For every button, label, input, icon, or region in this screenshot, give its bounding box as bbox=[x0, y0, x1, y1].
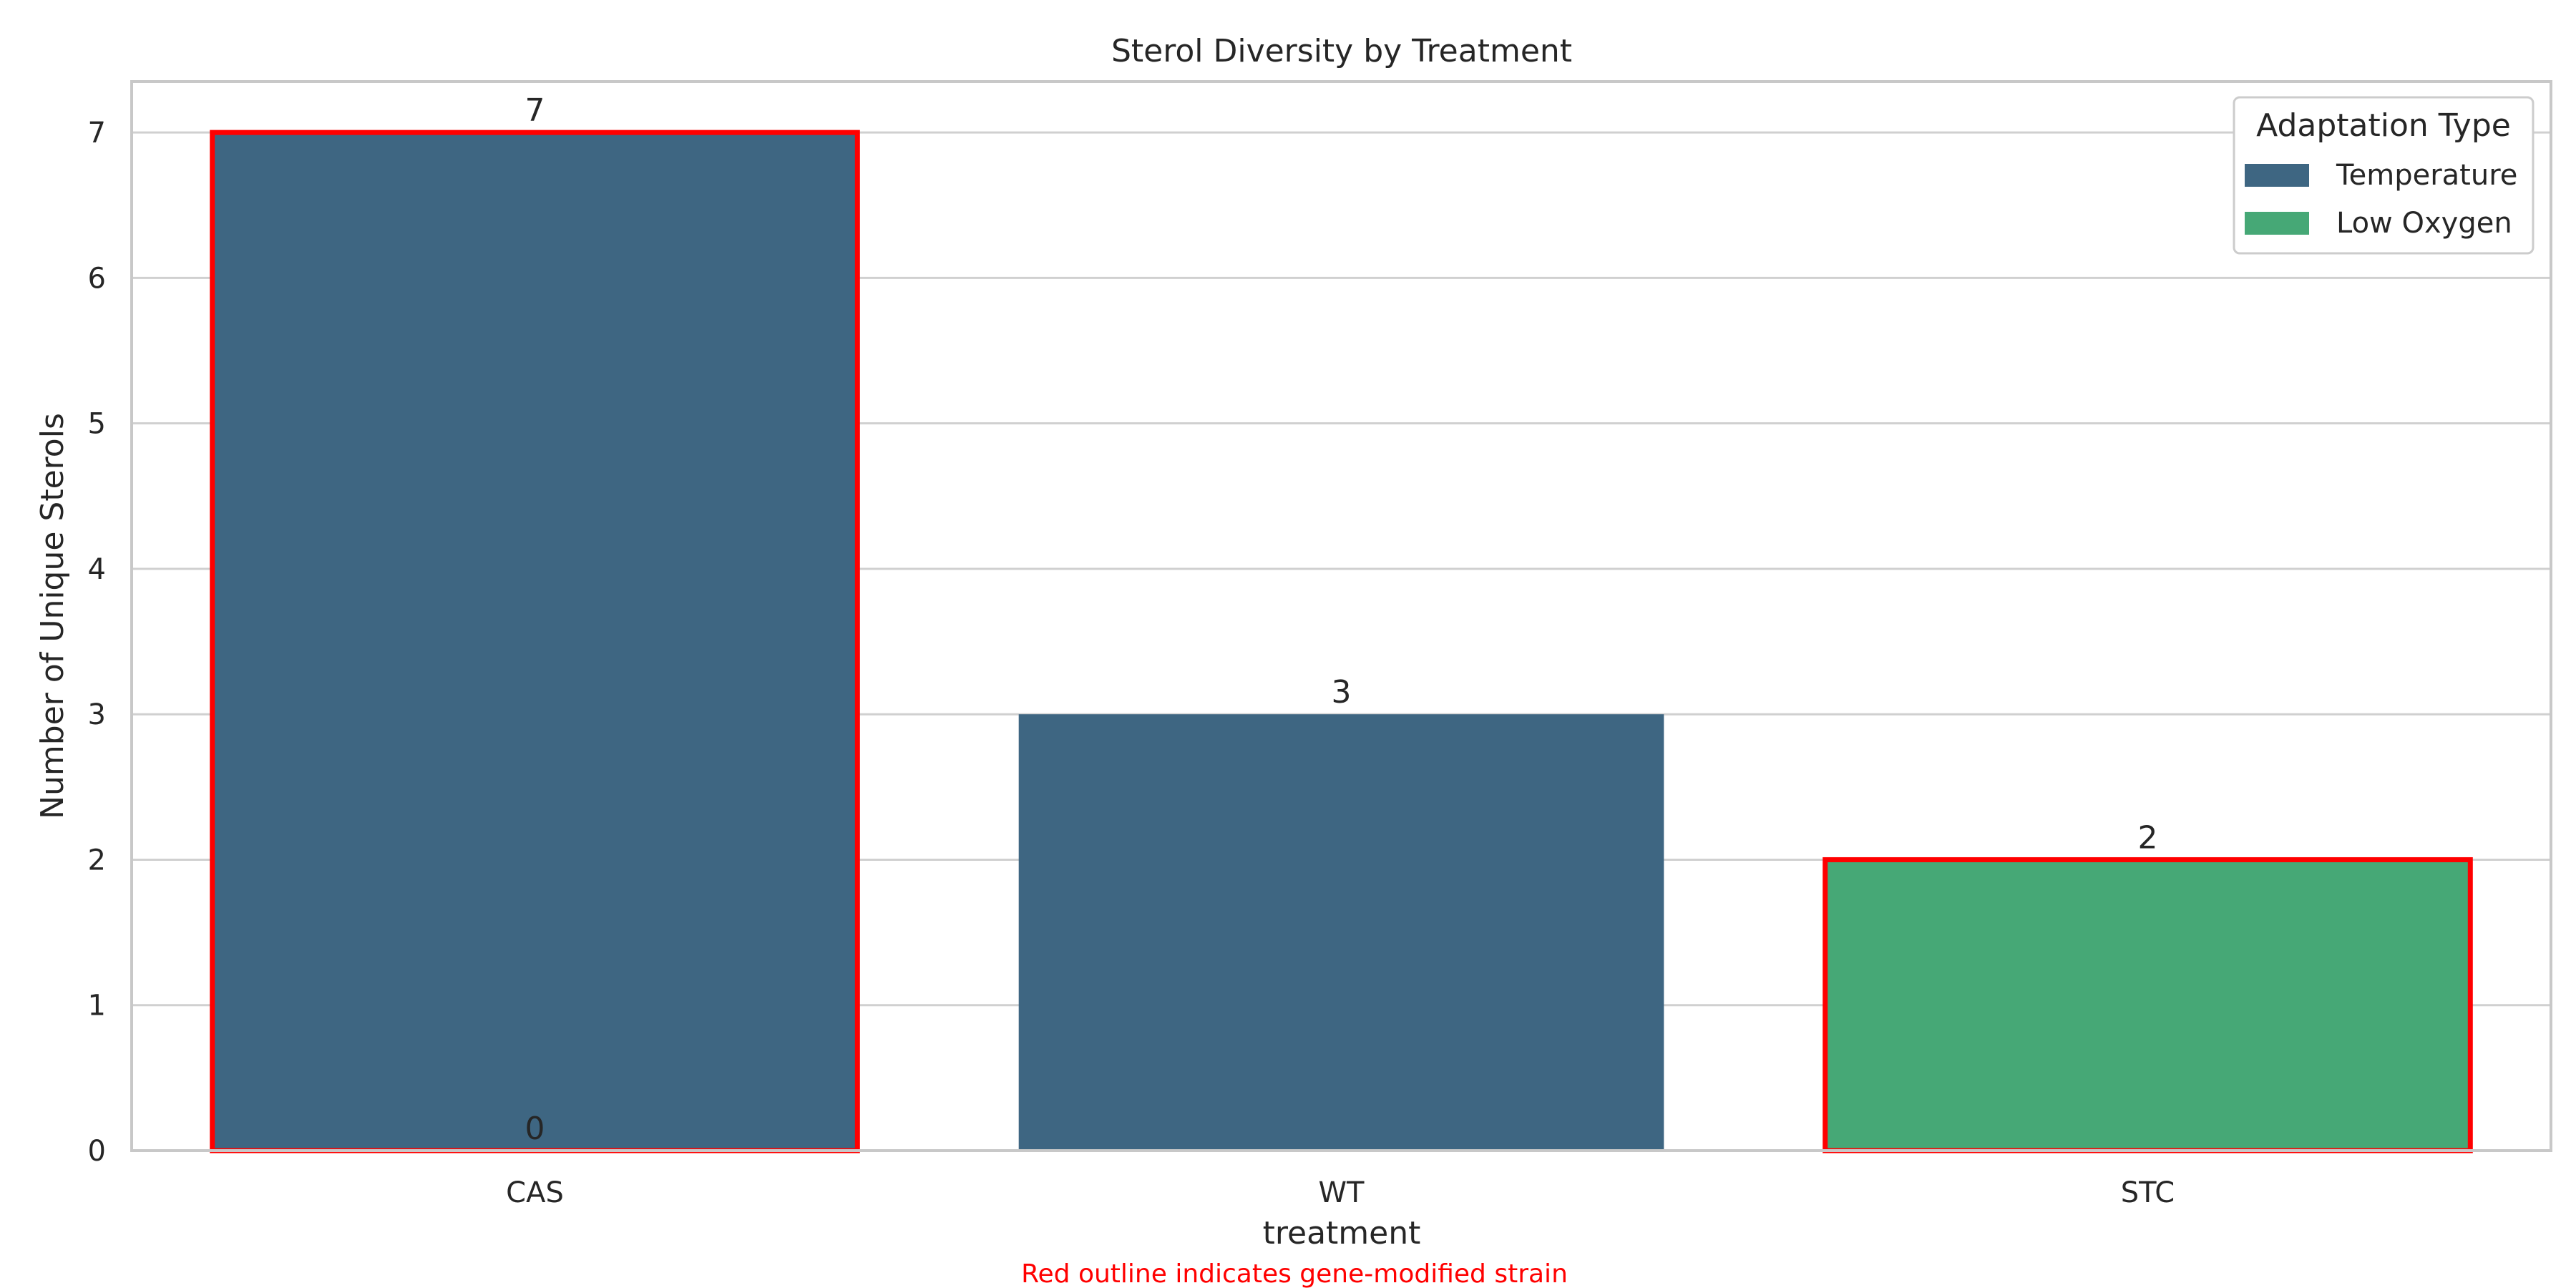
legend-label-temperature: Temperature bbox=[2336, 159, 2517, 192]
footnote: Red outline indicates gene-modified stra… bbox=[1021, 1259, 1568, 1288]
y-tick-label: 5 bbox=[88, 408, 106, 441]
x-tick-label-stc: STC bbox=[2121, 1176, 2175, 1209]
y-axis-label: Number of Unique Sterols bbox=[34, 413, 71, 819]
y-tick-label: 2 bbox=[88, 844, 106, 877]
y-tick-label: 3 bbox=[88, 698, 106, 731]
y-tick-label: 0 bbox=[88, 1135, 106, 1168]
x-tick-label-cas: CAS bbox=[506, 1176, 564, 1209]
legend-label-low-oxygen: Low Oxygen bbox=[2336, 207, 2512, 240]
y-tick-label: 1 bbox=[88, 990, 106, 1023]
y-tick-label: 7 bbox=[88, 117, 106, 150]
bar-cas bbox=[210, 130, 860, 1153]
extra-label-cas: 0 bbox=[525, 1111, 545, 1147]
y-tick-label: 6 bbox=[88, 262, 106, 295]
bar-stc bbox=[1823, 857, 2473, 1153]
data-labels: 7 3 2 0 bbox=[525, 92, 2158, 1147]
tick-labels: 0 1 2 3 4 5 6 7 CAS WT STC bbox=[88, 117, 2175, 1209]
x-tick-label-wt: WT bbox=[1319, 1176, 1365, 1209]
legend-swatch-low-oxygen bbox=[2245, 212, 2309, 235]
legend: Adaptation Type Temperature Low Oxygen bbox=[2233, 96, 2534, 255]
legend-swatch-temperature bbox=[2245, 164, 2309, 187]
data-label-stc: 2 bbox=[2138, 819, 2158, 856]
bars bbox=[210, 130, 2473, 1153]
data-label-cas: 7 bbox=[525, 92, 545, 129]
axes-frame bbox=[130, 80, 2552, 1152]
x-axis-label: treatment bbox=[1263, 1215, 1421, 1252]
legend-title: Adaptation Type bbox=[2256, 107, 2511, 144]
chart-title: Sterol Diversity by Treatment bbox=[1111, 33, 1572, 69]
data-label-wt: 3 bbox=[1332, 674, 1352, 711]
bar-wt bbox=[1018, 714, 1664, 1151]
y-tick-label: 4 bbox=[88, 553, 106, 586]
